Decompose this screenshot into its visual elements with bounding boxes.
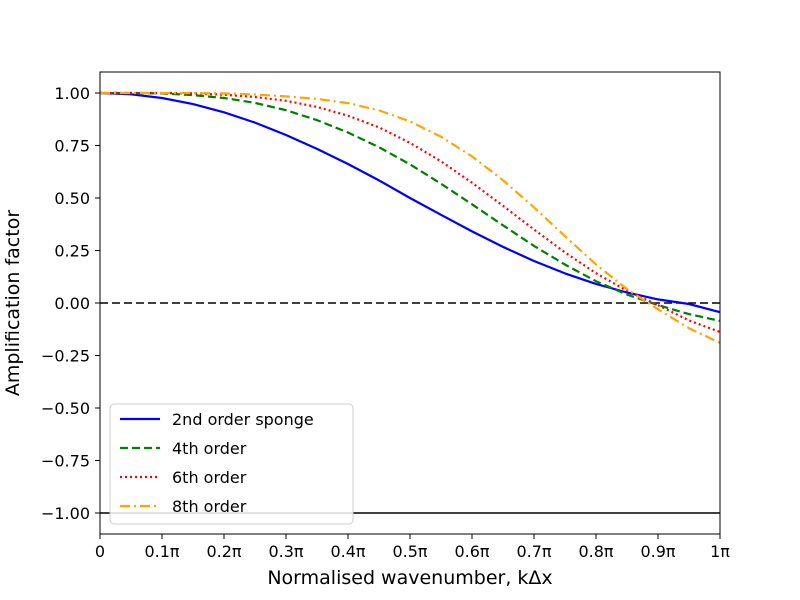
y-tick-label: 0.25 (54, 242, 90, 261)
series-lines (99, 91, 721, 344)
x-tick-label: 0.1π (144, 542, 179, 561)
y-axis-title: Amplification factor (2, 210, 24, 396)
x-tick-label: 0.5π (392, 542, 427, 561)
legend: 2nd order sponge 4th order 6th order 8th or… (109, 403, 354, 525)
y-tick-label: 0.75 (54, 137, 90, 156)
x-axis: 0 0.1π 0.2π 0.3π 0.4π 0.5π 0.6π 0.7π 0.8π 0.9π 1π (95, 534, 730, 561)
x-tick-label: 0.2π (206, 542, 241, 561)
legend-label-2: 6th order (172, 468, 247, 487)
legend-box (109, 403, 354, 525)
y-tick-label: −0.25 (41, 347, 90, 366)
y-tick-label: −1.00 (41, 504, 90, 523)
legend-label-3: 8th order (172, 497, 247, 516)
x-tick-label: 0.3π (268, 542, 303, 561)
x-tick-label: 0.9π (640, 542, 675, 561)
y-tick-label: 1.00 (54, 84, 90, 103)
x-tick-label: 1π (710, 542, 730, 561)
x-tick-label: 0.7π (516, 542, 551, 561)
y-axis: 1.00 0.75 0.50 0.25 0.00 −0.25 −0.50 −0.75 −1.00 (41, 84, 100, 523)
y-tick-label: −0.75 (41, 452, 90, 471)
legend-label-1: 4th order (172, 439, 247, 458)
series-line-3 (100, 91, 721, 344)
y-tick-label: −0.50 (41, 399, 90, 418)
y-tick-label: 0.00 (54, 294, 90, 313)
x-tick-label: 0.4π (330, 542, 365, 561)
legend-label-0: 2nd order sponge (172, 410, 314, 429)
y-tick-label: 0.50 (54, 189, 90, 208)
x-axis-title: Normalised wavenumber, kΔx (267, 567, 552, 589)
x-tick-label: 0.6π (454, 542, 489, 561)
series-line-1 (100, 91, 721, 322)
x-tick-label: 0 (95, 542, 105, 561)
x-tick-label: 0.8π (578, 542, 613, 561)
